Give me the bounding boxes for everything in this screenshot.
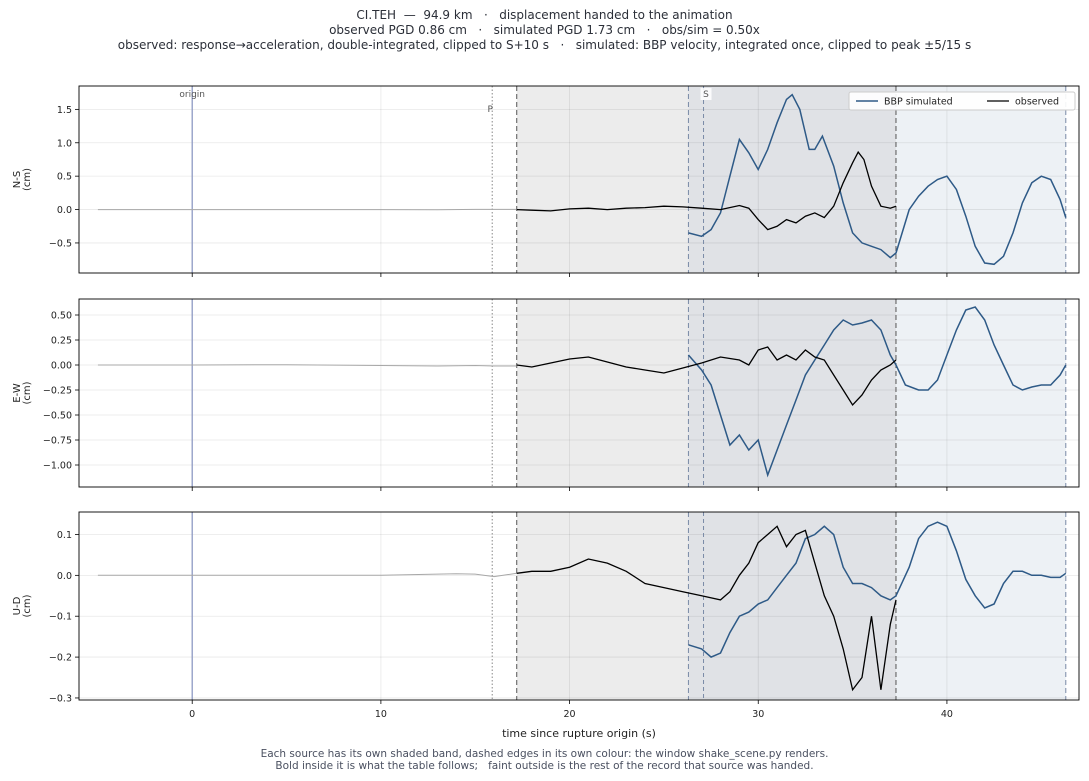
- simulated-window-band: [895, 86, 1066, 273]
- observed-window-band: [516, 86, 689, 273]
- observed-series-line: [516, 150, 897, 231]
- y-tick-label: 0.0: [57, 205, 72, 216]
- observed-series-line: [516, 346, 897, 407]
- observed-window-band: [516, 299, 689, 487]
- panel-1: −0.5 0.0 0.5 1.0 1.5 N-S(cm) origin P S BBP simul…: [12, 85, 1080, 277]
- marker-label-s: S: [703, 90, 709, 100]
- legend-label-observed: observed: [1015, 97, 1059, 108]
- y-tick-label: −0.5: [49, 238, 72, 249]
- y-tick-label: −0.2: [49, 653, 72, 664]
- y-tick-label: 0.50: [51, 311, 72, 322]
- y-tick-label: −0.3: [49, 693, 72, 704]
- y-axis-label-line: U-D: [12, 596, 23, 615]
- y-axis-label-line: N-S: [12, 171, 23, 188]
- chart-title-line-3: observed: response→acceleration, double-…: [117, 38, 972, 52]
- marker-label-origin: origin: [179, 90, 205, 100]
- footer-note-line-1: Each source has its own shaded band, das…: [260, 748, 829, 760]
- y-tick-label: −0.75: [43, 436, 72, 447]
- simulated-series-line: [688, 521, 1067, 658]
- y-axis-label: U-D(cm): [12, 594, 33, 617]
- y-tick-label: −0.50: [43, 411, 72, 422]
- y-tick-label: 0.1: [57, 530, 72, 541]
- simulated-series-line: [688, 93, 1067, 266]
- chart-title-line-1: CI.TEH — 94.9 km · displacement handed t…: [356, 8, 733, 22]
- overlap-window-band: [688, 86, 896, 273]
- y-tick-label: 0.0: [57, 571, 72, 582]
- panel-3: −0.3 −0.2 −0.1 0.0 0.1 U-D(cm) 0 10 20 30 40 time s…: [12, 511, 1080, 740]
- x-tick-label: 30: [752, 709, 764, 720]
- observed-window-band: [516, 512, 689, 700]
- observed-faint-line: [97, 364, 517, 367]
- y-tick-label: 1.0: [57, 138, 72, 149]
- panel-frame: [78, 85, 1080, 274]
- y-tick-label: 0.00: [51, 361, 72, 372]
- observed-series-line: [516, 525, 897, 692]
- y-tick-label: 1.5: [57, 105, 72, 116]
- x-tick-label: 10: [375, 709, 387, 720]
- y-axis-label-line: (cm): [22, 594, 33, 617]
- y-axis-label-line: (cm): [22, 381, 33, 404]
- x-axis-label: time since rupture origin (s): [502, 727, 656, 740]
- panel-2: −1.00 −0.75 −0.50 −0.25 0.00 0.25 0.50 E-W(cm): [12, 298, 1080, 491]
- marker-label-p: P: [487, 105, 493, 115]
- chart-title-line-2: observed PGD 0.86 cm · simulated PGD 1.7…: [329, 23, 760, 37]
- x-tick-label: 0: [189, 709, 195, 720]
- y-tick-label: −0.1: [49, 612, 72, 623]
- footer-note-line-2: Bold inside it is what the table follows…: [275, 760, 814, 772]
- legend-box: [848, 91, 1076, 111]
- simulated-window-band: [895, 299, 1066, 487]
- simulated-series-line: [687, 306, 1067, 478]
- observed-faint-line: [97, 572, 517, 578]
- y-axis-label-line: (cm): [22, 168, 33, 191]
- y-tick-label: 0.25: [51, 336, 72, 347]
- panel-frame: [78, 298, 1080, 488]
- simulated-window-band: [895, 512, 1066, 700]
- y-tick-label: −0.25: [43, 386, 72, 397]
- y-tick-label: −1.00: [43, 461, 72, 472]
- x-tick-label: 40: [941, 709, 953, 720]
- y-tick-label: 0.5: [57, 172, 72, 183]
- marker-label-bg: [700, 88, 712, 100]
- overlap-window-band: [688, 512, 896, 700]
- x-tick-label: 20: [564, 709, 576, 720]
- legend-label-simulated: BBP simulated: [884, 97, 953, 108]
- y-axis-label: N-S(cm): [12, 168, 33, 191]
- overlap-window-band: [688, 299, 896, 487]
- y-axis-label: E-W(cm): [12, 381, 33, 404]
- y-axis-label-line: E-W: [12, 383, 23, 403]
- panel-frame: [78, 511, 1080, 701]
